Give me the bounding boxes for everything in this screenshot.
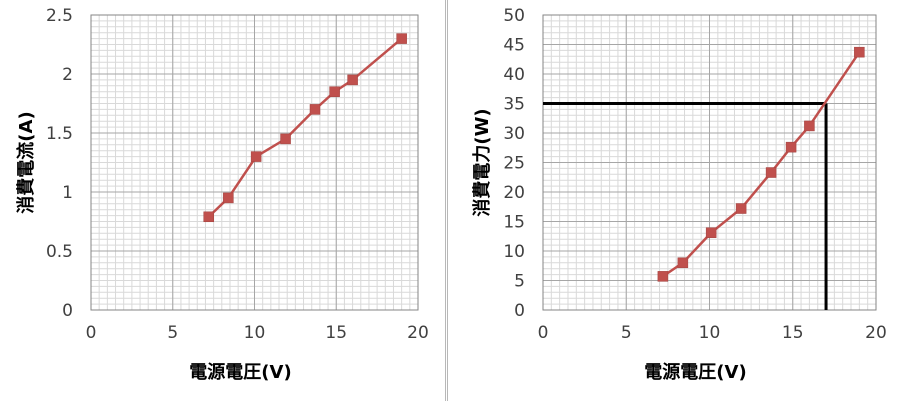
- y-tick-label: 1: [62, 183, 73, 203]
- y-tick-label: 35: [503, 95, 525, 115]
- data-point: [854, 46, 865, 58]
- current-chart: 0 5 10 15 20 0 0.5 1 1.5 2 2.5 電源電圧(V) 消費電流(A): [15, 6, 429, 383]
- power-chart: 0 5 10 15 20 0 5 10 15 20 25 30 35 40 45 50 電源電圧(V) 消費電力(…: [471, 6, 887, 383]
- data-point: [329, 86, 340, 97]
- data-point: [705, 227, 717, 238]
- data-point: [785, 141, 797, 153]
- x-tick-label: 10: [244, 323, 266, 343]
- y-tick-label: 2.5: [46, 6, 73, 26]
- x-tick-label: 0: [86, 323, 97, 343]
- x-tick-label: 20: [407, 323, 429, 343]
- y-tick-label: 0: [62, 301, 73, 321]
- x-tick-label: 0: [538, 323, 549, 343]
- y-axis-title: 消費電力(W): [471, 108, 493, 216]
- y-tick-label: 40: [503, 65, 525, 85]
- y-tick-label: 0.5: [46, 242, 73, 262]
- y-tick-label: 25: [503, 154, 525, 174]
- y-tick-label: 2: [62, 65, 73, 85]
- x-tick-label: 5: [167, 323, 178, 343]
- data-point: [280, 133, 291, 145]
- x-tick-label: 5: [621, 323, 632, 343]
- y-tick-label: 20: [503, 183, 525, 203]
- x-tick-label: 15: [782, 323, 804, 343]
- y-axis-title: 消費電流(A): [15, 111, 37, 213]
- plot-border: [90, 14, 419, 311]
- data-point: [309, 104, 321, 115]
- plot-border: [542, 14, 877, 311]
- panel-divider: [445, 0, 448, 401]
- y-tick-label: 0: [514, 301, 525, 321]
- data-point: [250, 151, 262, 162]
- y-tick-label: 30: [503, 124, 525, 144]
- y-tick-label: 1.5: [46, 124, 73, 144]
- data-point: [677, 257, 689, 269]
- data-point: [765, 167, 777, 178]
- x-axis-title: 電源電圧(V): [644, 361, 746, 383]
- y-tick-label: 45: [503, 36, 525, 56]
- y-tick-label: 10: [503, 242, 525, 262]
- x-tick-label: 20: [865, 323, 887, 343]
- y-tick-label: 15: [503, 213, 525, 233]
- x-tick-label: 15: [325, 323, 347, 343]
- data-point: [347, 74, 358, 86]
- data-point: [223, 192, 234, 204]
- y-tick-label: 5: [514, 272, 525, 292]
- y-tick-label: 50: [503, 6, 525, 26]
- data-point: [804, 120, 815, 132]
- data-point: [735, 203, 747, 214]
- data-point: [203, 211, 214, 223]
- x-tick-label: 10: [699, 323, 721, 343]
- data-point: [396, 33, 407, 44]
- data-point: [657, 271, 669, 282]
- x-axis-title: 電源電圧(V): [189, 361, 291, 383]
